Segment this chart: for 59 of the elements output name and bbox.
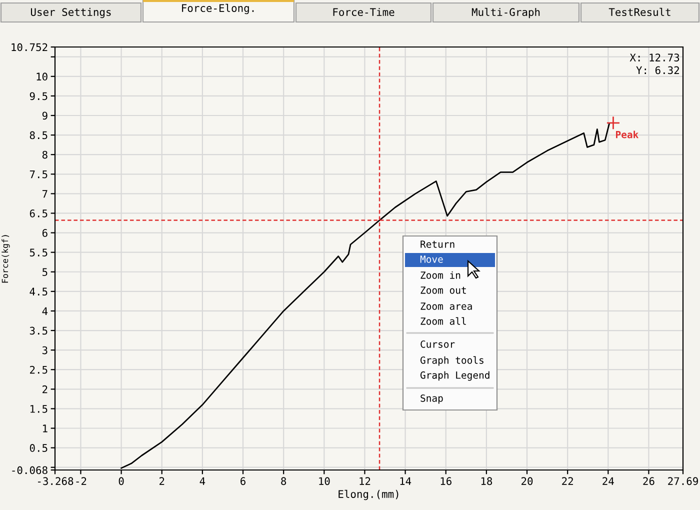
text: Multi-Graph — [472, 8, 540, 18]
annotation: Return — [420, 240, 454, 248]
x-tick-label: 24 — [602, 477, 614, 485]
x-tick-label: -3.268 — [38, 477, 74, 486]
x-tick-label: 4 — [200, 477, 206, 485]
y-tick-label: 3.5 — [30, 326, 48, 335]
annotation: X: 12.73 — [630, 54, 680, 62]
x-tick-label: 12 — [360, 477, 370, 485]
y-tick-label: 7.5 — [30, 170, 48, 178]
y-tick-label: 10.752 — [12, 43, 48, 52]
y-tick-label: 3 — [42, 346, 48, 354]
annotation: Snap — [420, 394, 443, 404]
x-tick-label: 27.69 — [668, 477, 698, 486]
y-tick-label: 8 — [42, 150, 48, 159]
annotation: Peak — [616, 130, 638, 138]
x-tick-label: 14 — [400, 477, 412, 485]
annotation: Zoom area — [420, 302, 472, 310]
x-tick-label: 18 — [481, 477, 492, 486]
annotation: Cursor — [420, 340, 455, 348]
text: TestResult — [608, 8, 670, 16]
x-tick-label: 6 — [240, 477, 246, 486]
x-tick-label: 16 — [440, 477, 452, 486]
y-tick-label: 6.5 — [30, 209, 48, 218]
x-tick-label: -2 — [76, 477, 86, 485]
annotation: Graph Legend — [420, 371, 490, 381]
y-tick-label: -0.068 — [12, 466, 48, 474]
text: User Settings — [30, 8, 111, 18]
annotation: Zoom out — [420, 286, 466, 294]
x-tick-label: 2 — [160, 477, 164, 485]
x-tick-label: 26 — [643, 477, 654, 486]
y-tick-label: 2 — [42, 385, 48, 394]
x-axis-title: Elong.(mm) — [338, 490, 398, 500]
x-tick-label: 8 — [281, 477, 286, 486]
y-tick-label: 10 — [36, 72, 48, 81]
y-tick-label: 9.5 — [30, 92, 48, 100]
y-tick-label: 8.5 — [30, 131, 48, 140]
text: Force-Elong. — [182, 4, 254, 14]
y-tick-label: 4 — [42, 307, 48, 315]
y-tick-label: 2.5 — [30, 366, 48, 374]
y-tick-label: 5 — [42, 268, 48, 276]
y-tick-label: 7 — [42, 190, 48, 198]
y-tick-label: 6 — [42, 229, 48, 237]
annotation: Graph tools — [420, 356, 484, 366]
annotation: Move — [420, 256, 443, 263]
text: Force-Time — [333, 8, 394, 16]
y-tick-label: 1.5 — [30, 405, 48, 413]
y-axis-title: Force(kgf) — [2, 235, 10, 283]
y-tick-label: 1 — [43, 424, 48, 432]
y-tick-label: 4.5 — [30, 288, 48, 296]
x-tick-label: 0 — [118, 477, 124, 486]
x-tick-label: 20 — [522, 477, 533, 486]
annotation: Zoom all — [420, 317, 466, 325]
x-tick-label: 22 — [562, 477, 573, 485]
x-tick-label: 10 — [319, 477, 330, 486]
annotation: Zoom in — [420, 271, 460, 279]
y-tick-label: 9 — [42, 112, 48, 120]
annotation: Y: 6.32 — [636, 66, 679, 74]
y-tick-label: 0.5 — [30, 444, 48, 452]
y-tick-label: 5.5 — [30, 248, 48, 256]
